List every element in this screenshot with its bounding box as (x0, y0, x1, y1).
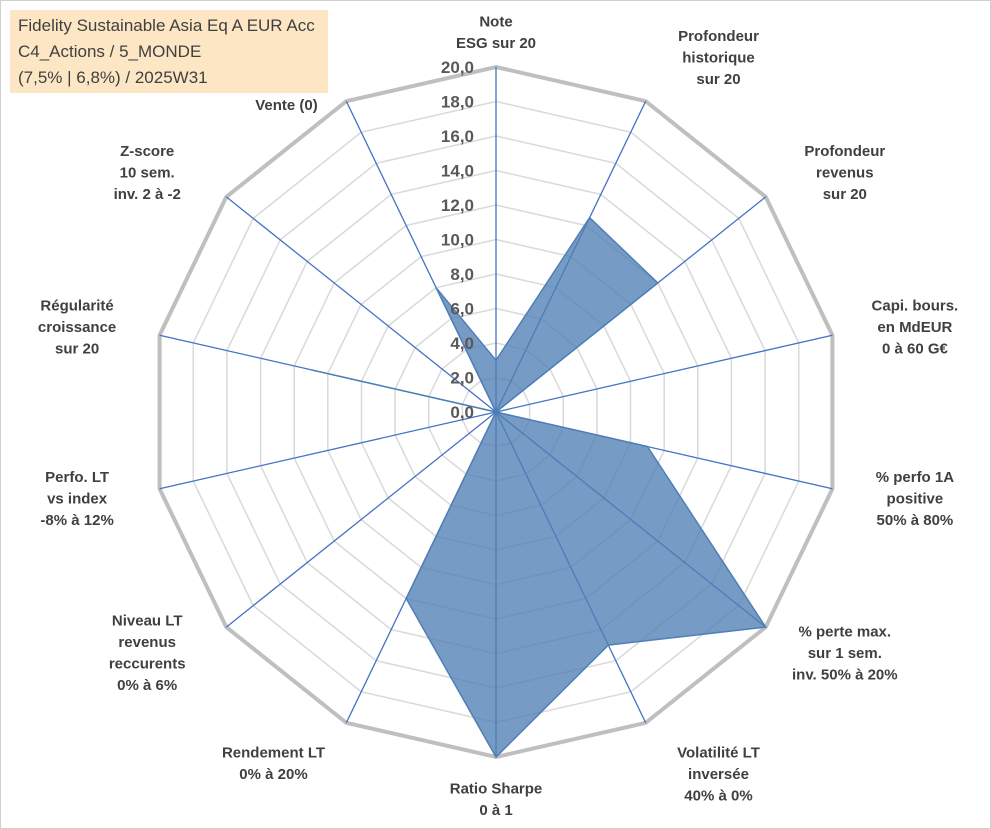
axis-label-line: Vente (0) (255, 97, 318, 114)
axis-label-11: Régularité croissance sur 20 (38, 298, 116, 358)
axis-label-12: Z-score 10 sem. inv. 2 à -2 (114, 143, 181, 203)
radar-axis-labels: Note ESG sur 20 Profondeur historique sur 20… (38, 14, 958, 820)
axis-label-line: Rendement LT (222, 745, 325, 762)
tick-label: 10,0 (441, 231, 474, 250)
tick-label: 4,0 (450, 334, 474, 353)
axis-label-line: Capi. bours. (872, 298, 959, 315)
axis-label-7: Ratio Sharpe 0 à 1 (450, 781, 543, 820)
series-area (310, 216, 767, 759)
radar-series (310, 216, 767, 759)
axis-label-line: Profondeur (804, 143, 885, 160)
axis-line-12 (225, 196, 497, 413)
axis-line-9 (225, 411, 497, 628)
axis-label-10: Perfo. LT vs index -8% à 12% (40, 469, 113, 529)
axis-label-line: ESG sur 20 (456, 35, 536, 52)
axis-label-line: Volatilité LT (677, 745, 760, 762)
axis-label-line: en MdEUR (877, 319, 952, 336)
tick-label: 20,0 (441, 58, 474, 77)
axis-label-line: Z-score (120, 143, 174, 160)
axis-label-line: 10 sem. (120, 165, 175, 182)
axis-label-line: historique (682, 49, 755, 66)
axis-label-line: croissance (38, 319, 116, 336)
radar-tick-labels: 0,0 2,0 4,0 6,0 8,0 10,0 12,0 14,0 16,0 18,0 20,0 (441, 58, 474, 422)
axis-label-8: Rendement LT 0% à 20% (222, 745, 325, 784)
axis-label-line: Ratio Sharpe (450, 781, 543, 798)
axis-label-line: inv. 2 à -2 (114, 186, 181, 203)
axis-label-line: inversée (688, 766, 749, 783)
axis-label-line: vs index (47, 490, 108, 507)
tick-label: 0,0 (450, 403, 474, 422)
axis-label-line: 0 à 1 (479, 802, 512, 819)
axis-label-line: sur 20 (696, 71, 740, 88)
fund-period: (7,5% | 6,8%) / 2025W31 (18, 68, 208, 87)
axis-label-line: reccurents (109, 656, 186, 673)
axis-label-line: 40% à 0% (684, 788, 752, 805)
tick-label: 6,0 (450, 300, 474, 319)
axis-label-6: Volatilité LT inversée 40% à 0% (677, 745, 760, 805)
axis-label-line: revenus (816, 165, 874, 182)
axis-label-5: % perte max. sur 1 sem. inv. 50% à 20% (792, 623, 898, 683)
axis-line-10 (159, 411, 497, 490)
axis-label-9: Niveau LT revenus reccurents 0% à 6% (109, 613, 186, 695)
axis-label-line: positive (887, 490, 944, 507)
axis-label-line: Note (479, 14, 512, 31)
axis-label-1: Profondeur historique sur 20 (678, 28, 759, 88)
axis-label-3: Capi. bours. en MdEUR 0 à 60 G€ (872, 298, 959, 358)
tick-label: 2,0 (450, 369, 474, 388)
tick-label: 16,0 (441, 127, 474, 146)
axis-label-line: revenus (118, 634, 176, 651)
axis-label-line: 0 à 60 G€ (882, 341, 949, 358)
axis-label-line: % perfo 1A (876, 469, 955, 486)
axis-label-line: Perfo. LT (45, 469, 109, 486)
axis-label-line: inv. 50% à 20% (792, 666, 898, 683)
fund-info-box: Fidelity Sustainable Asia Eq A EUR Acc C… (10, 10, 328, 93)
tick-label: 12,0 (441, 196, 474, 215)
axis-label-line: 0% à 6% (117, 677, 177, 694)
axis-label-line: Profondeur (678, 28, 759, 45)
axis-label-line: 50% à 80% (877, 512, 954, 529)
fund-name: Fidelity Sustainable Asia Eq A EUR Acc (18, 16, 315, 35)
axis-label-line: sur 20 (823, 186, 867, 203)
axis-label-0: Note ESG sur 20 (456, 14, 536, 53)
axis-line-3 (495, 334, 833, 413)
axis-label-line: sur 20 (55, 341, 99, 358)
fund-category: C4_Actions / 5_MONDE (18, 42, 202, 61)
axis-label-line: 0% à 20% (239, 766, 307, 783)
tick-label: 14,0 (441, 162, 474, 181)
axis-label-line: -8% à 12% (40, 512, 113, 529)
axis-label-2: Profondeur revenus sur 20 (804, 143, 885, 203)
axis-label-line: sur 1 sem. (808, 645, 882, 662)
axis-label-line: Régularité (40, 298, 113, 315)
axis-label-line: Niveau LT (112, 613, 183, 630)
tick-label: 18,0 (441, 93, 474, 112)
tick-label: 8,0 (450, 265, 474, 284)
axis-label-4: % perfo 1A positive 50% à 80% (876, 469, 955, 529)
axis-label-line: % perte max. (799, 623, 892, 640)
